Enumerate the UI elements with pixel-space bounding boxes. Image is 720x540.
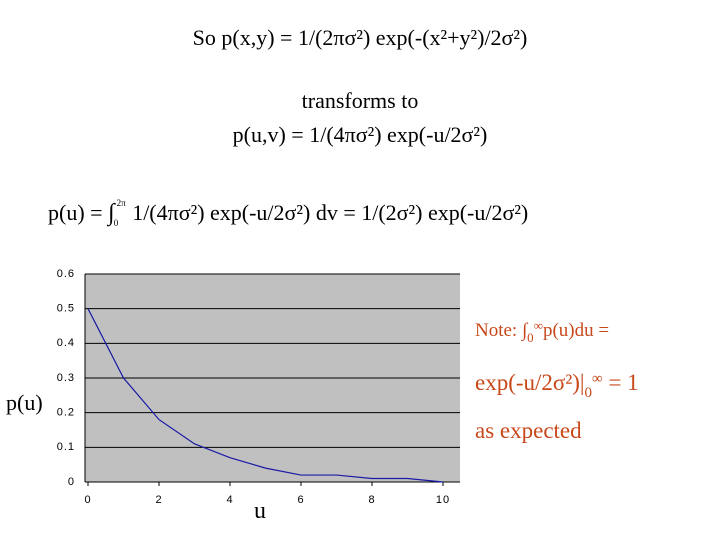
x-tick-label: 4 [226, 494, 233, 506]
x-tick-label: 10 [436, 494, 450, 506]
y-tick-label: 0.1 [57, 441, 75, 453]
x-tick-label: 0 [84, 494, 91, 506]
y-tick-label: 0.5 [57, 303, 75, 315]
y-tick-label: 0.6 [57, 268, 75, 280]
body: 1/(4πσ²) exp(-u/2σ²) dv = 1/(2σ²) exp(-u… [132, 200, 528, 225]
body: p(u)du = [543, 320, 609, 341]
y-axis-label: p(u) [6, 390, 43, 415]
line: p(u,v) = 1/(4πσ²) exp(-u/2σ²) [233, 122, 488, 147]
lower-limit: 0 [527, 330, 534, 345]
x-tick-label: 6 [297, 494, 304, 506]
line: transforms to [302, 88, 419, 113]
prefix: p(u) = [48, 200, 108, 225]
upper-limit: 2π [117, 198, 127, 208]
y-tick-label: 0 [68, 476, 75, 488]
x-tick-label: 2 [155, 494, 162, 506]
note: as expected [475, 418, 582, 443]
lower-limit: 0 [114, 218, 119, 228]
body: = 1 [603, 370, 639, 395]
prefix: Note: ∫ [475, 320, 529, 342]
upper-limit: ∞ [592, 371, 603, 387]
y-tick-label: 0.3 [57, 372, 75, 384]
line [87, 308, 444, 483]
y-tick-label: 0.4 [57, 337, 75, 349]
upper-limit: ∞ [534, 318, 543, 333]
note: exp(-u/2σ²)|0∞ = 1 [475, 370, 639, 401]
lower-limit: 0 [584, 385, 592, 401]
x-tick-label: 8 [368, 494, 375, 506]
x-axis-label: u [254, 498, 266, 524]
integral: ∫ [106, 200, 116, 227]
prefix: exp(-u/2σ²)| [475, 370, 584, 395]
title: So p(x,y) = 1/(2πσ²) exp(-(x²+y²)/2σ²) [193, 25, 528, 50]
y-tick-label: 0.2 [57, 407, 75, 419]
note: Note: ∫0∞p(u)du = [475, 318, 609, 345]
formula: p(u) = ∫ 2π 0 1/(4πσ²) exp(-u/2σ²) dv = 1/(… [48, 198, 528, 228]
